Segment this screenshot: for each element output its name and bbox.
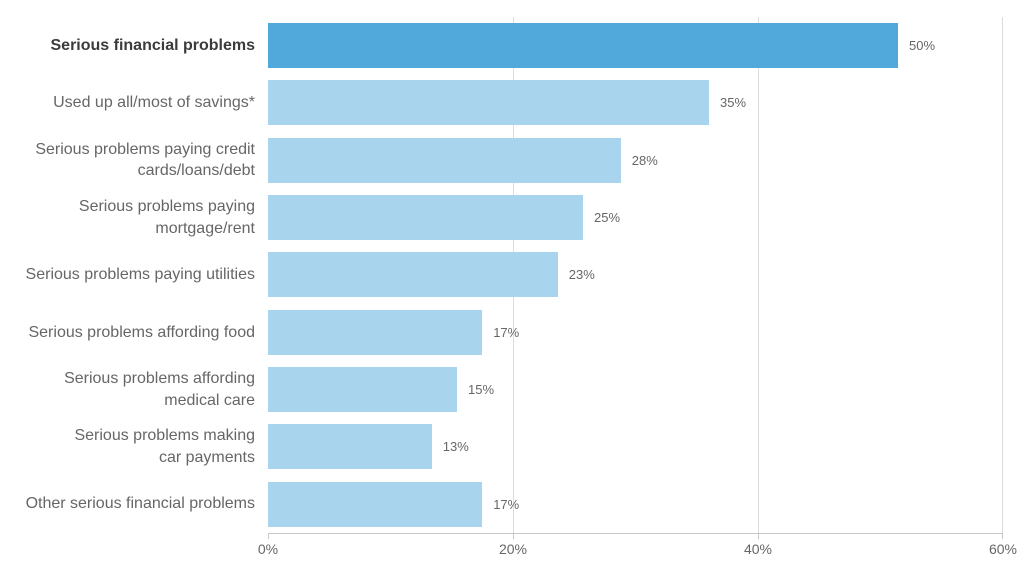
- bar: [268, 309, 483, 355]
- bar-row: Serious problems paying credit cards/loa…: [0, 132, 1024, 189]
- bar-track: 50%: [268, 17, 1024, 74]
- axis-tick-40pct: [758, 533, 759, 539]
- value-label: 13%: [442, 439, 469, 455]
- value-label: 15%: [468, 382, 495, 398]
- x-axis-tick-label: 0%: [257, 541, 279, 557]
- bar-track: 17%: [268, 304, 1024, 361]
- x-axis-tick-label: 60%: [988, 541, 1018, 557]
- category-label: Serious problems affording medical care: [64, 370, 255, 409]
- gridline-60pct: [1002, 17, 1003, 533]
- x-axis: 0% 20% 40% 60%: [258, 541, 1017, 561]
- bar-row: Serious problems paying utilities 23%: [0, 246, 1024, 303]
- x-axis-tick-label: 20%: [498, 541, 527, 557]
- bar: [268, 424, 432, 470]
- x-axis-tick-label: 40%: [743, 541, 773, 557]
- axis-tick-20pct: [512, 533, 514, 539]
- value-label: 25%: [594, 210, 621, 226]
- bar-row: Serious financial problems 50%: [0, 17, 1024, 74]
- category-label: Used up all/most of savings*: [53, 94, 255, 112]
- bar: [268, 137, 621, 183]
- bar-row: Other serious financial problems 17%: [0, 476, 1024, 533]
- bar: [268, 80, 709, 126]
- bar-track: 28%: [268, 132, 1024, 189]
- value-label: 28%: [631, 152, 658, 168]
- bar-track: 25%: [268, 189, 1024, 246]
- axis-tick-0pct: [268, 533, 269, 539]
- category-label: Other serious financial problems: [25, 495, 255, 513]
- category-label: Serious problems affording food: [28, 323, 255, 341]
- category-label: Serious problems paying credit cards/loa…: [35, 140, 255, 180]
- bar-track: 35%: [268, 74, 1024, 131]
- bar-row: Used up all/most of savings* 35%: [0, 74, 1024, 131]
- value-label: 17%: [493, 324, 520, 340]
- value-label: 50%: [909, 38, 936, 54]
- bar-track: 23%: [268, 246, 1024, 303]
- category-label: Serious financial problems: [50, 36, 256, 54]
- category-label: Serious problems making car payments: [74, 427, 255, 466]
- bar: [268, 481, 483, 527]
- bar-row: Serious problems paying mortgage/rent 25…: [0, 189, 1024, 246]
- bar-row: Serious problems making car payments 13%: [0, 418, 1024, 475]
- bar: [268, 195, 583, 241]
- category-label: Serious problems paying utilities: [25, 266, 255, 284]
- axis-tick-60pct: [1002, 533, 1003, 539]
- bar-track: 13%: [268, 418, 1024, 475]
- bar-track: 15%: [268, 361, 1024, 418]
- value-label: 23%: [568, 267, 595, 283]
- bar-track: 17%: [268, 476, 1024, 533]
- category-label: Serious problems paying mortgage/rent: [78, 198, 255, 237]
- value-label: 35%: [720, 95, 747, 111]
- bar-row: Serious problems affording medical care …: [0, 361, 1024, 418]
- bar: [268, 367, 457, 413]
- bar: [268, 252, 558, 298]
- bar-rows: Serious financial problems 50% Used up a…: [0, 17, 1024, 533]
- gridline-40pct: [758, 17, 759, 533]
- bar: [268, 23, 898, 69]
- value-label: 17%: [493, 496, 520, 512]
- bar-row: Serious problems affording food 17%: [0, 304, 1024, 361]
